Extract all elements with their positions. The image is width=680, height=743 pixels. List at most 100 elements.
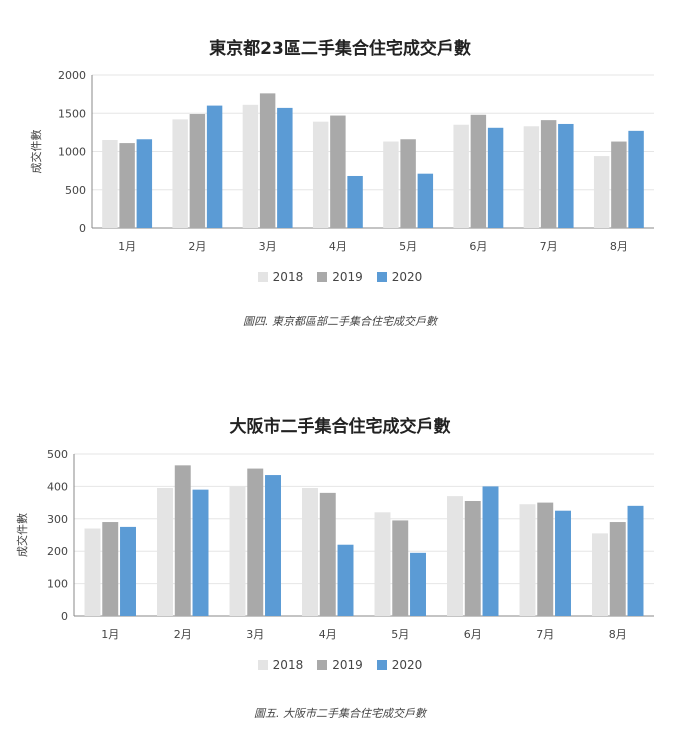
legend-item-2018: 2018 [257, 658, 304, 672]
chart-title: 東京都23區二手集合住宅成交戶數 [209, 39, 471, 59]
bar-2020-7月 [558, 123, 574, 228]
bar-2019-1月 [119, 143, 135, 228]
tokyo-bar-chart: 0 500 1000 1500 2000 成交件數 1月 2月 3月 4月 5月 6月 7月 8月 [29, 69, 654, 253]
x-tick-label: 2月 [188, 240, 206, 253]
bar-2019-6月 [470, 114, 487, 228]
tokyo-chart: 東京都23區二手集合住宅成交戶數 0 500 1000 1500 2000 成交件數 1月 2… [0, 39, 680, 328]
legend-label: 2018 [272, 270, 304, 284]
x-tick-label: 1月 [101, 628, 119, 641]
y-tick-label: 400 [47, 480, 68, 493]
legend-item-2019: 2019 [317, 658, 363, 672]
bar-2020-1月 [136, 139, 153, 228]
x-tick-label: 1月 [118, 240, 136, 253]
x-tick-label: 7月 [536, 628, 554, 641]
bar-2020-5月 [417, 173, 434, 228]
osaka-bar-chart: 0 100 200 300 400 500 成交件數 1月 2月 3月 4月 5月 6月 7月 8月 [15, 448, 654, 641]
bar-2020-5月 [410, 552, 426, 616]
bar-2018-6月 [447, 496, 463, 616]
bar-2018-4月 [302, 488, 318, 616]
bar-2020-8月 [627, 505, 644, 616]
legend-swatch-2019 [317, 660, 328, 670]
bar-2018-4月 [312, 121, 329, 228]
bar-2020-3月 [265, 475, 281, 616]
chart-title: 大阪市二手集合住宅成交戶數 [229, 417, 451, 437]
bar-2020-1月 [120, 526, 136, 616]
figure-caption: 圖五. 大阪市二手集合住宅成交戶數 [254, 707, 426, 720]
bar-2018-5月 [383, 141, 399, 228]
bar-2018-2月 [157, 488, 173, 616]
bar-2019-2月 [174, 465, 191, 616]
y-axis-label: 成交件數 [29, 130, 43, 174]
x-tick-label: 5月 [399, 240, 417, 253]
y-tick-label: 500 [47, 448, 68, 461]
bar-2020-3月 [277, 107, 293, 228]
legend-swatch-2018 [257, 272, 268, 282]
chart-legend: 2018 2019 2020 [0, 270, 680, 284]
x-tick-label: 8月 [610, 240, 628, 253]
bar-2018-8月 [593, 156, 610, 228]
legend-swatch-2020 [376, 660, 387, 670]
legend-swatch-2018 [257, 660, 268, 670]
x-tick-label: 3月 [259, 240, 277, 253]
x-tick-label: 8月 [609, 628, 627, 641]
bar-2020-6月 [482, 486, 499, 616]
x-tick-label: 4月 [319, 628, 337, 641]
osaka-chart: 大阪市二手集合住宅成交戶數 0 100 200 300 400 500 成交件數 1月 2月 3月… [0, 372, 680, 743]
legend-item-2018: 2018 [257, 270, 304, 284]
y-tick-label: 1000 [58, 146, 86, 159]
legend-swatch-2019 [317, 272, 328, 282]
y-tick-label: 0 [79, 222, 86, 235]
y-tick-label: 200 [47, 545, 68, 558]
x-tick-label: 4月 [329, 240, 347, 253]
bar-2018-8月 [592, 533, 608, 616]
x-tick-label: 6月 [464, 628, 482, 641]
legend-item-2020: 2020 [376, 658, 423, 672]
bar-2019-2月 [189, 114, 206, 228]
bar-2019-7月 [540, 120, 557, 228]
y-tick-label: 0 [61, 610, 68, 623]
x-tick-label: 6月 [469, 240, 487, 253]
bar-2018-6月 [453, 124, 469, 228]
bar-2019-5月 [392, 520, 409, 616]
legend-label: 2019 [332, 658, 363, 672]
bar-2018-1月 [84, 528, 101, 616]
y-tick-label: 1500 [58, 107, 86, 120]
y-axis-label: 成交件數 [15, 513, 29, 557]
legend-label: 2020 [391, 270, 423, 284]
legend-label: 2018 [272, 658, 304, 672]
bar-2019-6月 [464, 500, 481, 616]
figure-caption: 圖四. 東京都區部二手集合住宅成交戶數 [243, 315, 437, 328]
bar-2019-1月 [102, 522, 119, 616]
bar-2020-7月 [555, 510, 571, 616]
bar-2018-7月 [523, 126, 540, 228]
legend-item-2019: 2019 [317, 270, 363, 284]
bar-2019-3月 [259, 93, 276, 228]
bar-2018-2月 [172, 119, 188, 228]
chart-legend: 2018 2019 2020 [0, 658, 680, 672]
legend-label: 2020 [391, 658, 423, 672]
legend-swatch-2020 [376, 272, 387, 282]
bar-2020-4月 [347, 175, 363, 228]
bar-2020-8月 [628, 130, 644, 228]
bar-2018-3月 [229, 486, 246, 616]
bar-2020-6月 [487, 127, 504, 228]
bar-2020-4月 [337, 544, 354, 616]
bar-2020-2月 [206, 105, 223, 228]
x-tick-label: 2月 [174, 628, 192, 641]
legend-item-2020: 2020 [376, 270, 423, 284]
bar-2019-8月 [609, 522, 626, 616]
legend-label: 2019 [332, 270, 363, 284]
y-tick-label: 2000 [58, 69, 86, 82]
bar-2019-4月 [330, 115, 346, 228]
y-tick-label: 500 [65, 184, 86, 197]
bar-2018-3月 [242, 104, 259, 228]
x-tick-label: 3月 [246, 628, 264, 641]
bar-2019-4月 [319, 492, 336, 616]
bar-2018-7月 [519, 504, 536, 616]
bar-2019-8月 [611, 141, 627, 228]
y-tick-label: 300 [47, 513, 68, 526]
x-tick-label: 5月 [391, 628, 409, 641]
bar-2020-2月 [192, 489, 209, 616]
bar-2018-5月 [374, 512, 391, 616]
bar-2018-1月 [102, 140, 118, 228]
